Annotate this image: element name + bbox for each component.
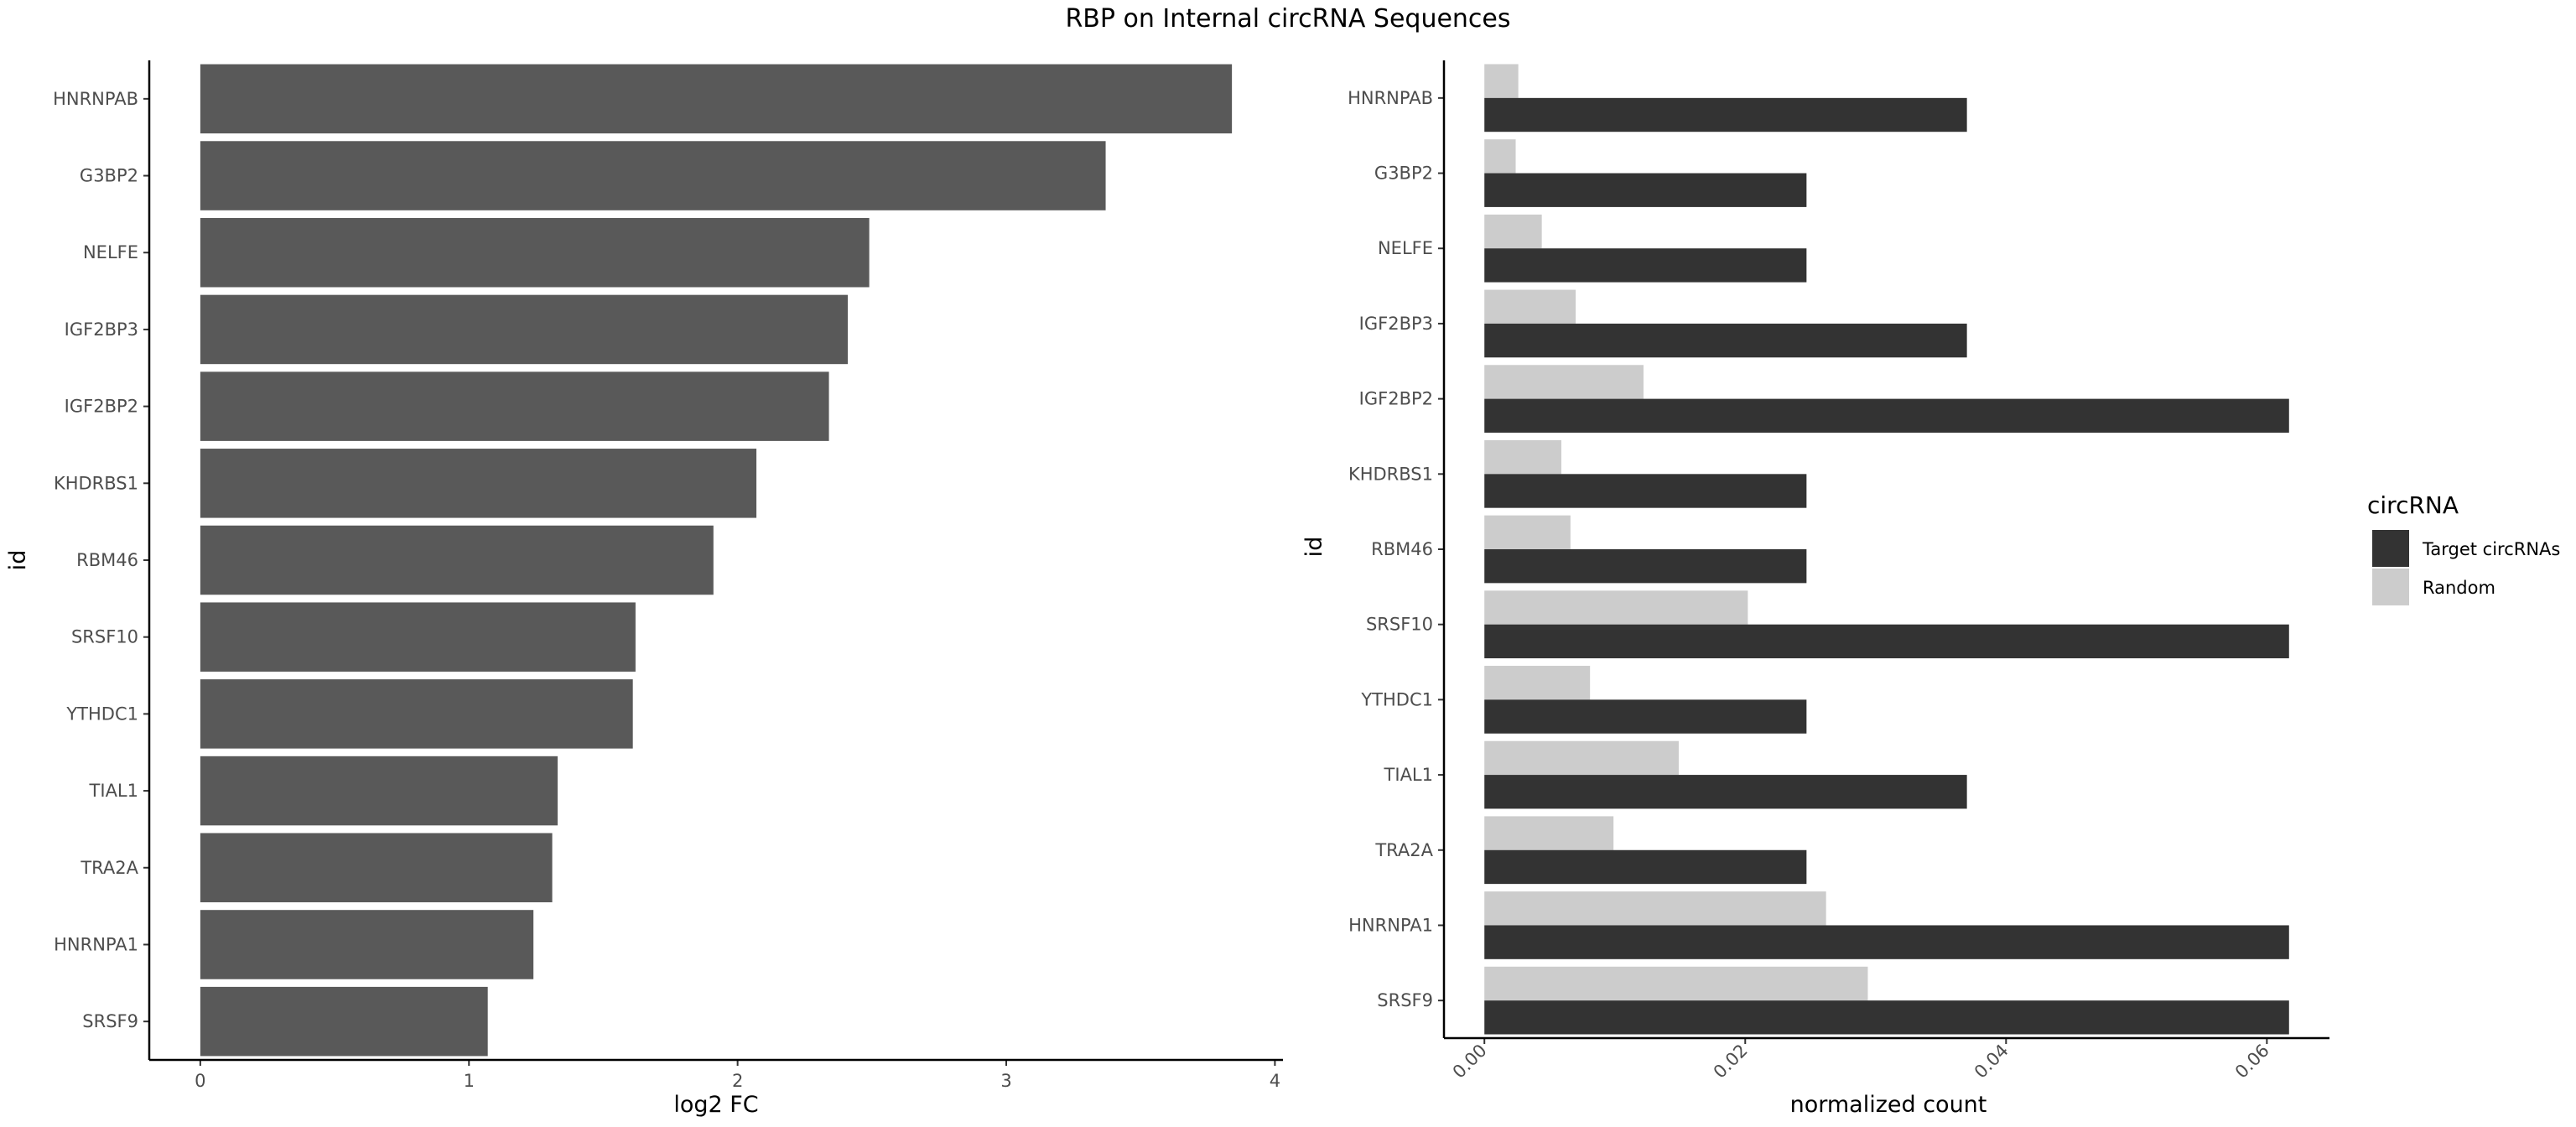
y-tick-label-srsf10: SRSF10 — [1366, 615, 1433, 635]
bar-hnrnpab — [200, 64, 1233, 134]
bar-target-hnrnpa1 — [1484, 925, 2289, 959]
y-tick-label-hnrnpa1: HNRNPA1 — [54, 934, 138, 954]
bar-random-igf2bp2 — [1484, 365, 1644, 399]
bar-srsf9 — [200, 986, 488, 1057]
bar-random-khdrbs1 — [1484, 439, 1561, 475]
x-tick-label: 0.02 — [1710, 1041, 1752, 1083]
y-tick-label-rbm46: RBM46 — [1371, 539, 1433, 559]
left-panel: id log2 FC HNRNPAB G3BP2 NELFE IGF2BP3 IGF2B… — [5, 60, 1283, 1118]
y-tick-label-khdrbs1: KHDRBS1 — [1348, 464, 1433, 484]
bar-target-igf2bp2 — [1484, 398, 2289, 433]
y-tick-label-srsf10: SRSF10 — [71, 627, 138, 647]
bar-target-g3bp2 — [1484, 173, 1807, 207]
bar-target-igf2bp3 — [1484, 323, 1967, 358]
bar-random-tra2a — [1484, 816, 1614, 850]
legend-swatch-target-circrnas — [2372, 530, 2409, 567]
y-tick-label-srsf9: SRSF9 — [82, 1011, 138, 1031]
x-tick-label: 1 — [464, 1071, 475, 1091]
bar-khdrbs1 — [200, 449, 757, 518]
legend: circRNA Target circRNAs Random — [2367, 491, 2560, 605]
y-tick-label-ythdc1: YTHDC1 — [1360, 689, 1433, 709]
y-tick-label-srsf9: SRSF9 — [1377, 990, 1433, 1010]
bar-target-srsf10 — [1484, 624, 2289, 659]
bar-target-tra2a — [1484, 849, 1807, 885]
bar-hnrnpa1 — [200, 910, 534, 979]
bar-random-g3bp2 — [1484, 139, 1516, 174]
right-x-axis-title: normalized count — [1790, 1092, 1987, 1118]
y-tick-label-igf2bp3: IGF2BP3 — [1359, 314, 1433, 334]
bar-igf2bp2 — [200, 371, 829, 441]
y-tick-label-ythdc1: YTHDC1 — [65, 704, 138, 724]
x-tick-label: 0.04 — [1971, 1041, 2012, 1083]
bar-random-hnrnpa1 — [1484, 891, 1826, 926]
right-y-axis-title: id — [1301, 537, 1327, 558]
bar-nelfe — [200, 217, 870, 288]
bar-rbm46 — [200, 525, 714, 595]
bar-random-hnrnpab — [1484, 64, 1519, 98]
left-x-axis-title: log2 FC — [673, 1092, 758, 1118]
bar-tra2a — [200, 833, 553, 903]
bar-tial1 — [200, 756, 558, 826]
bar-target-rbm46 — [1484, 549, 1807, 584]
x-tick-label: 0 — [195, 1071, 205, 1091]
legend-label-random: Random — [2423, 578, 2496, 598]
legend-title: circRNA — [2367, 491, 2459, 519]
bar-target-srsf9 — [1484, 1000, 2289, 1035]
bar-ythdc1 — [200, 679, 633, 749]
y-tick-label-igf2bp2: IGF2BP2 — [1359, 389, 1433, 409]
bar-random-srsf9 — [1484, 966, 1868, 1001]
y-tick-label-tra2a: TRA2A — [80, 858, 138, 878]
y-tick-label-igf2bp2: IGF2BP2 — [65, 397, 138, 417]
y-tick-label-hnrnpab: HNRNPAB — [1348, 88, 1433, 108]
bar-igf2bp3 — [200, 294, 848, 365]
legend-label-target-circrnas: Target circRNAs — [2422, 539, 2560, 559]
bar-target-nelfe — [1484, 248, 1807, 283]
y-tick-label-hnrnpab: HNRNPAB — [53, 89, 138, 109]
y-tick-label-nelfe: NELFE — [83, 242, 138, 262]
x-tick-label: 0.06 — [2231, 1041, 2273, 1083]
bar-random-ythdc1 — [1484, 666, 1591, 700]
x-tick-label: 4 — [1270, 1071, 1280, 1091]
y-tick-label-rbm46: RBM46 — [76, 550, 138, 570]
bar-random-rbm46 — [1484, 515, 1571, 549]
bar-srsf10 — [200, 602, 636, 672]
y-tick-label-tial1: TIAL1 — [89, 781, 138, 801]
y-tick-label-hnrnpa1: HNRNPA1 — [1348, 915, 1433, 935]
y-tick-label-nelfe: NELFE — [1378, 238, 1433, 258]
bar-target-khdrbs1 — [1484, 474, 1807, 508]
y-tick-label-g3bp2: G3BP2 — [80, 166, 138, 186]
y-tick-label-g3bp2: G3BP2 — [1374, 164, 1433, 184]
legend-swatch-random — [2372, 569, 2409, 605]
bar-g3bp2 — [200, 141, 1106, 210]
right-panel: id normalized count HNRNPAB G3BP2 NELFE IGF… — [1301, 60, 2329, 1118]
y-tick-label-khdrbs1: KHDRBS1 — [54, 473, 138, 493]
bar-target-tial1 — [1484, 775, 1967, 809]
bar-target-hnrnpab — [1484, 97, 1967, 132]
bar-target-ythdc1 — [1484, 699, 1807, 734]
x-tick-label: 2 — [732, 1071, 743, 1091]
chart-title: RBP on Internal circRNA Sequences — [1065, 4, 1510, 34]
bar-random-tial1 — [1484, 740, 1679, 776]
y-tick-label-tial1: TIAL1 — [1384, 765, 1433, 785]
x-tick-label: 0.00 — [1449, 1041, 1491, 1083]
bar-random-srsf10 — [1484, 590, 1748, 625]
bar-random-igf2bp3 — [1484, 289, 1576, 324]
x-tick-label: 3 — [1000, 1071, 1011, 1091]
y-tick-label-igf2bp3: IGF2BP3 — [65, 319, 138, 340]
bar-random-nelfe — [1484, 214, 1542, 249]
y-tick-label-tra2a: TRA2A — [1374, 840, 1433, 860]
left-y-axis-title: id — [5, 550, 31, 571]
